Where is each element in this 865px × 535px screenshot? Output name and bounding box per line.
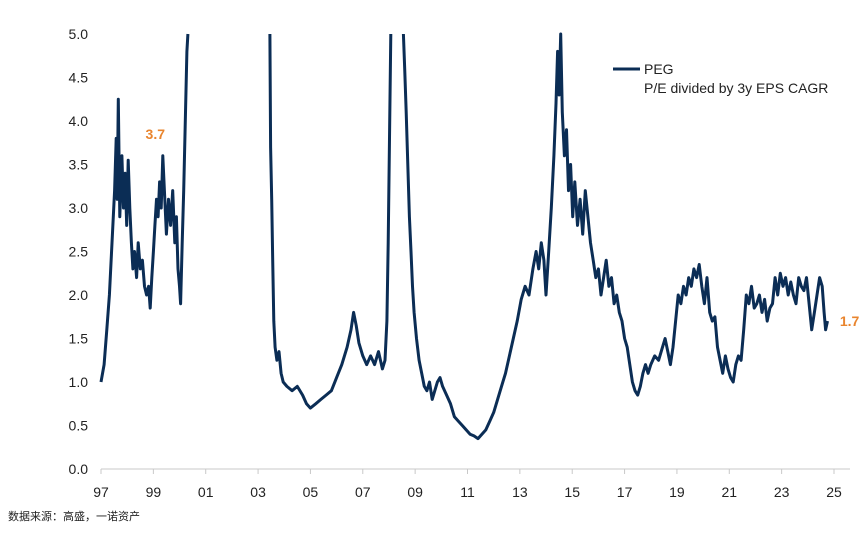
source-note: 数据来源：高盛，一诺资产: [8, 510, 140, 523]
x-tick-label: 03: [250, 484, 266, 500]
legend: PEG P/E divided by 3y EPS CAGR: [613, 61, 828, 96]
y-axis-ticks: 0.0 0.5 1.0 1.5 2.0 2.5 3.0 3.5 4.0 4.5 5.0: [69, 26, 89, 477]
y-tick-label: 2.5: [69, 244, 89, 260]
annotation-label: 3.7: [146, 126, 166, 142]
annotations-group: 3.7 1.7: [146, 126, 860, 329]
peg-series-line-segment-3: [401, 32, 829, 441]
y-tick-label: 3.0: [69, 200, 89, 216]
x-tick-label: 05: [303, 484, 319, 500]
peg-series-line-segment-2: [268, 33, 393, 410]
y-tick-label: 1.5: [69, 331, 89, 347]
y-tick-label: 4.0: [69, 113, 89, 129]
y-tick-label: 4.5: [69, 70, 89, 86]
y-tick-label: 2.0: [69, 287, 89, 303]
x-tick-label: 25: [826, 484, 842, 500]
x-tick-label: 23: [774, 484, 790, 500]
peg-series-line-segment-1: [99, 33, 190, 383]
y-tick-label: 5.0: [69, 26, 89, 42]
x-tick-label: 21: [721, 484, 737, 500]
legend-label-2: P/E divided by 3y EPS CAGR: [644, 80, 828, 96]
x-tick-label: 09: [407, 484, 423, 500]
x-tick-label: 15: [564, 484, 580, 500]
y-tick-label: 3.5: [69, 157, 89, 173]
legend-label-1: PEG: [644, 61, 674, 77]
x-tick-label: 17: [617, 484, 633, 500]
x-tick-label: 97: [93, 484, 109, 500]
y-tick-label: 0.5: [69, 418, 89, 434]
y-tick-label: 0.0: [69, 461, 89, 477]
x-tick-label: 99: [146, 484, 162, 500]
x-tick-label: 01: [198, 484, 214, 500]
y-tick-label: 1.0: [69, 374, 89, 390]
x-tick-label: 07: [355, 484, 371, 500]
x-tick-label: 13: [512, 484, 528, 500]
x-axis-ticks: 97 99 01 03 05 07 09 11 13 15 17 19 21 23 25: [93, 469, 842, 500]
series-group: [99, 32, 829, 441]
x-tick-label: 11: [460, 484, 475, 500]
annotation-label: 1.7: [840, 313, 860, 329]
x-tick-label: 19: [669, 484, 685, 500]
